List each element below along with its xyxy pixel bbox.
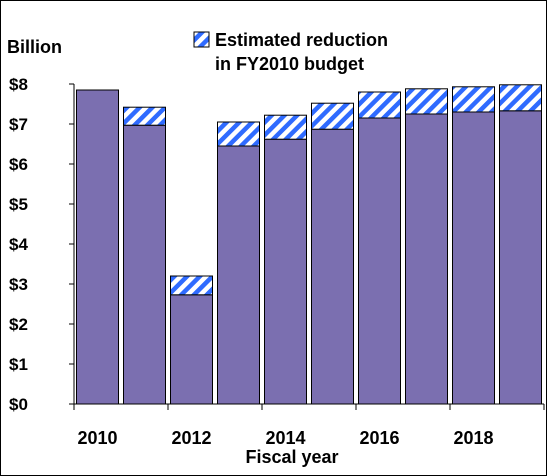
bar-2014: [264, 138, 307, 405]
x-tick-label: 2016: [359, 428, 399, 448]
bar-2011: [123, 124, 166, 405]
reduction-bar-2015: [311, 102, 354, 130]
x-tick-label: 2014: [265, 428, 305, 448]
x-tick-label: 2010: [77, 428, 117, 448]
y-tick-label: $1: [9, 355, 28, 374]
y-tick-label: $7: [9, 115, 28, 134]
bar-2019: [499, 110, 542, 405]
legend-label-line-2: in FY2010 budget: [215, 54, 364, 74]
y-tick-label: $3: [9, 275, 28, 294]
y-tick-label: $8: [9, 75, 28, 94]
bar-2016: [358, 117, 401, 405]
reduction-bar-2011: [123, 106, 166, 126]
y-axis-label: Billion: [7, 37, 62, 57]
bar-2013: [217, 145, 260, 405]
x-tick-label: 2012: [171, 428, 211, 448]
legend-swatch: [193, 31, 210, 48]
reduction-bar-2013: [217, 121, 260, 147]
bar-2017: [405, 113, 448, 405]
y-tick-label: $2: [9, 315, 28, 334]
bar-2018: [452, 111, 495, 405]
bar-2012: [170, 294, 213, 405]
y-tick-label: $4: [9, 235, 28, 254]
legend: Estimated reduction in FY2010 budget: [193, 30, 388, 74]
reduction-bar-2014: [264, 114, 307, 140]
reduction-bar-2017: [405, 88, 448, 115]
bar-2010: [76, 89, 119, 405]
y-tick-label: $5: [9, 195, 28, 214]
legend-label-line-1: Estimated reduction: [215, 30, 388, 50]
x-axis-label: Fiscal year: [245, 447, 338, 467]
reduction-bar-2019: [499, 84, 542, 112]
plot-area: $0 $1 $2 $3 $4 $5 $6 $7 $8 2010 2012 2014 2016 2018: [9, 75, 545, 448]
bar-2015: [311, 128, 354, 405]
reduction-bar-2012: [170, 275, 213, 296]
reduction-bar-2018: [452, 86, 495, 113]
y-tick-label: $0: [9, 395, 28, 414]
x-tick-label: 2018: [453, 428, 493, 448]
reduction-bar-2016: [358, 91, 401, 119]
y-tick-label: $6: [9, 155, 28, 174]
